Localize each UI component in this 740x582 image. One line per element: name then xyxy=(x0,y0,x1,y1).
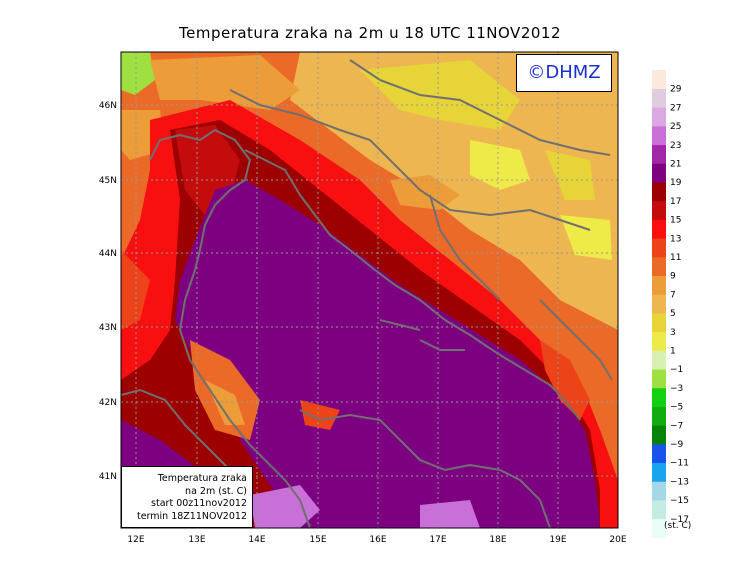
colorbar-label: −13 xyxy=(670,477,689,487)
plot-frame xyxy=(120,51,619,529)
colorbar-swatch xyxy=(652,88,666,108)
info-box: Temperatura zraka na 2m (st. C) start 00… xyxy=(121,466,253,528)
info-line-valid: termin 18Z11NOV2012 xyxy=(136,510,247,522)
colorbar-label: 9 xyxy=(670,272,676,282)
colorbar-label: 25 xyxy=(670,122,681,132)
colorbar xyxy=(652,70,666,538)
copyright-dhmz-logo: ©DHMZ xyxy=(516,54,612,92)
colorbar-swatch xyxy=(652,444,666,463)
colorbar-swatch xyxy=(652,294,666,314)
lat-label: 45N xyxy=(99,176,117,186)
colorbar-swatch xyxy=(652,126,666,146)
colorbar-swatch xyxy=(652,481,666,501)
lon-label: 19E xyxy=(549,535,566,545)
colorbar-swatch xyxy=(652,425,666,445)
colorbar-label: 7 xyxy=(670,290,676,300)
colorbar-swatch xyxy=(652,238,666,258)
colorbar-swatch xyxy=(652,331,666,351)
colorbar-swatch xyxy=(652,70,666,89)
lon-label: 18E xyxy=(489,535,506,545)
lat-label: 43N xyxy=(99,323,117,333)
colorbar-label: −15 xyxy=(670,496,689,506)
colorbar-label: 23 xyxy=(670,141,681,151)
colorbar-label: −1 xyxy=(670,365,683,375)
colorbar-label: 11 xyxy=(670,253,681,263)
longitude-labels: 12E 13E 14E 15E 16E 17E 18E 19E 20E xyxy=(127,535,626,545)
colorbar-label: −9 xyxy=(670,440,684,450)
lat-label: 46N xyxy=(99,101,117,111)
colorbar-swatch xyxy=(652,406,666,426)
lon-label: 12E xyxy=(127,535,144,545)
colorbar-label: −11 xyxy=(670,459,689,469)
colorbar-label: 13 xyxy=(670,234,681,244)
colorbar-label: −3 xyxy=(670,384,683,394)
colorbar-swatch xyxy=(652,462,666,482)
colorbar-swatch xyxy=(652,387,666,407)
colorbar-swatch xyxy=(652,107,666,127)
colorbar-label: 17 xyxy=(670,197,681,207)
colorbar-swatch xyxy=(652,313,666,333)
info-line-start: start 00z11nov2012 xyxy=(151,498,247,509)
info-line-units: na 2m (st. C) xyxy=(185,485,247,497)
colorbar-label: 29 xyxy=(670,85,682,95)
lat-label: 42N xyxy=(99,398,117,408)
colorbar-label: 19 xyxy=(670,178,682,188)
info-line-variable: Temperatura zraka xyxy=(157,473,247,484)
colorbar-unit: (st. C) xyxy=(664,521,691,531)
colorbar-swatch xyxy=(652,163,666,183)
colorbar-label: −7 xyxy=(670,421,683,431)
lat-label: 41N xyxy=(99,472,117,482)
lon-label: 20E xyxy=(609,535,626,545)
colorbar-labels: 29 27 25 23 21 19 17 15 13 11 9 7 5 3 1 −1 −3 −5 −7 −9 −11 −1… xyxy=(670,85,689,525)
colorbar-label: 3 xyxy=(670,328,676,338)
colorbar-label: 21 xyxy=(670,160,681,170)
lon-label: 13E xyxy=(188,535,205,545)
colorbar-label: −17 xyxy=(670,515,689,525)
colorbar-label: −5 xyxy=(670,403,683,413)
colorbar-swatch xyxy=(652,369,666,389)
colorbar-swatch xyxy=(652,518,666,538)
colorbar-swatch xyxy=(652,144,666,164)
lat-label: 44N xyxy=(99,249,117,259)
map-title: Temperatura zraka na 2m u 18 UTC 11NOV20… xyxy=(178,24,561,42)
lon-label: 16E xyxy=(369,535,386,545)
graticule xyxy=(121,52,618,528)
latitude-labels: 46N 45N 44N 43N 42N 41N xyxy=(99,101,117,482)
colorbar-swatch xyxy=(652,219,666,239)
colorbar-label: 1 xyxy=(670,347,676,357)
colorbar-swatch xyxy=(652,350,666,370)
lon-label: 17E xyxy=(429,535,446,545)
lon-label: 15E xyxy=(309,535,326,545)
lon-label: 14E xyxy=(248,535,265,545)
colorbar-label: 27 xyxy=(670,103,681,113)
colorbar-label: 5 xyxy=(670,309,676,319)
colorbar-swatch xyxy=(652,200,666,220)
colorbar-swatch xyxy=(652,275,666,295)
temperature-field xyxy=(121,52,618,528)
colorbar-swatch xyxy=(652,182,666,202)
colorbar-swatch xyxy=(652,257,666,276)
colorbar-swatch xyxy=(652,500,666,520)
colorbar-label: 15 xyxy=(670,216,681,226)
